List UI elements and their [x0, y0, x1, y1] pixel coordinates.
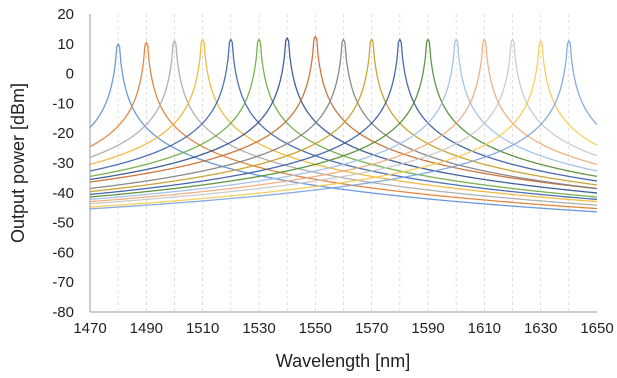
x-tick-label: 1530	[242, 320, 275, 337]
spectrum-series-line	[89, 38, 598, 203]
y-tick-label: 20	[57, 6, 74, 23]
y-tick-label: -10	[52, 95, 74, 112]
x-tick-label: 1650	[580, 320, 613, 337]
y-tick-label: 0	[66, 66, 74, 83]
spectrum-series-line	[89, 38, 598, 201]
spectrum-series-line	[89, 40, 598, 206]
spectrum-series-line	[89, 38, 598, 196]
x-tick-label: 1550	[299, 320, 332, 337]
x-tick-label: 1470	[73, 320, 106, 337]
x-tick-label: 1510	[186, 320, 219, 337]
gridlines	[117, 14, 570, 312]
spectrum-series-line	[89, 43, 598, 213]
spectrum-series-line	[89, 35, 598, 190]
spectrum-series-line	[89, 41, 598, 210]
y-axis-title: Output power [dBm]	[8, 83, 28, 243]
spectrum-series-line	[89, 40, 598, 208]
x-tick-label: 1630	[524, 320, 557, 337]
spectrum-series-line	[89, 38, 598, 205]
y-tick-label: -40	[52, 185, 74, 202]
spectrum-series-line	[89, 40, 598, 210]
axes	[89, 14, 597, 313]
spectrum-series-line	[89, 38, 598, 190]
y-tick-label: -30	[52, 155, 74, 172]
x-tick-label: 1590	[411, 320, 444, 337]
x-tick-label: 1570	[355, 320, 388, 337]
y-tick-label: -50	[52, 215, 74, 232]
x-axis-title: Wavelength [nm]	[276, 351, 410, 371]
y-tick-label: -70	[52, 274, 74, 291]
x-tick-label: 1610	[468, 320, 501, 337]
x-tick-label: 1490	[130, 320, 163, 337]
series-layer	[89, 35, 598, 213]
spectrum-series-line	[89, 38, 598, 193]
y-tick-label: -20	[52, 125, 74, 142]
spectrum-series-line	[89, 38, 598, 198]
y-tick-label: 10	[57, 36, 74, 53]
tick-labels: 1470 1490 1510 1530 1550 1570 1590 1610 1630 1650…	[52, 6, 613, 337]
y-tick-label: -80	[52, 304, 74, 321]
spectrum-series-line	[89, 37, 598, 194]
y-tick-label: -60	[52, 244, 74, 261]
